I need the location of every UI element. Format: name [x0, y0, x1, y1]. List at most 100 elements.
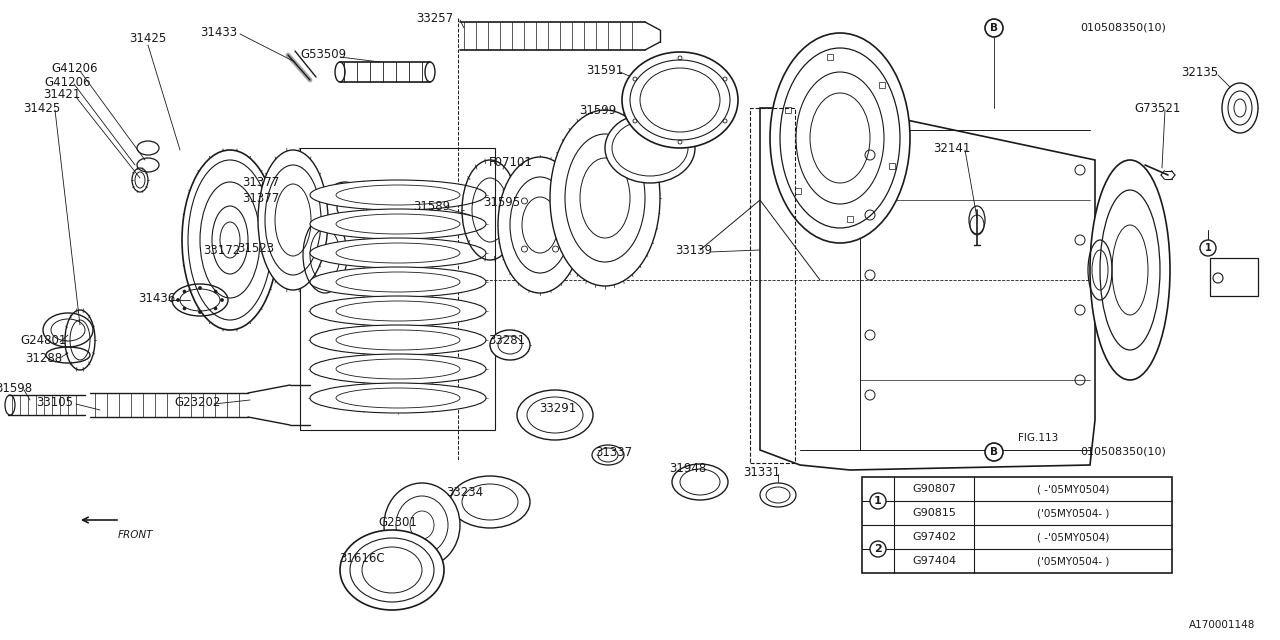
Text: G73521: G73521	[1135, 102, 1181, 115]
Circle shape	[214, 307, 218, 310]
Text: G41206: G41206	[51, 61, 99, 74]
Text: 33281: 33281	[489, 333, 526, 346]
Text: G23202: G23202	[175, 396, 221, 408]
Text: G97402: G97402	[911, 532, 956, 542]
Text: B: B	[989, 447, 998, 457]
Text: 32141: 32141	[933, 141, 970, 154]
Text: 31433: 31433	[201, 26, 238, 38]
Text: 010508350(10): 010508350(10)	[1080, 23, 1166, 33]
Circle shape	[177, 298, 179, 301]
Ellipse shape	[498, 157, 582, 293]
Bar	[861, 477, 1172, 573]
Text: G24801: G24801	[20, 333, 67, 346]
Text: ( -'05MY0504): ( -'05MY0504)	[1037, 484, 1110, 494]
Text: ( -'05MY0504): ( -'05MY0504)	[1037, 532, 1110, 542]
Bar	[827, 54, 833, 60]
Text: 31377: 31377	[242, 177, 279, 189]
Ellipse shape	[182, 150, 278, 330]
Ellipse shape	[771, 33, 910, 243]
Text: 31425: 31425	[23, 102, 60, 115]
Text: 31331: 31331	[744, 465, 781, 479]
Text: 31948: 31948	[669, 461, 707, 474]
Bar	[1210, 258, 1258, 296]
Ellipse shape	[451, 476, 530, 528]
Circle shape	[198, 287, 201, 289]
Circle shape	[1201, 240, 1216, 256]
Text: 010508350(10): 010508350(10)	[1080, 447, 1166, 457]
Circle shape	[870, 493, 886, 509]
Ellipse shape	[591, 445, 625, 465]
Text: 1: 1	[1204, 243, 1211, 253]
Bar	[846, 216, 852, 221]
Circle shape	[220, 298, 224, 301]
Text: 33257: 33257	[416, 12, 453, 24]
Ellipse shape	[310, 296, 486, 326]
Ellipse shape	[760, 483, 796, 507]
Text: 31425: 31425	[129, 31, 166, 45]
Bar	[888, 163, 895, 169]
Ellipse shape	[517, 390, 593, 440]
Circle shape	[870, 541, 886, 557]
Text: 31337: 31337	[595, 445, 632, 458]
Bar	[879, 83, 886, 88]
Text: 31598: 31598	[0, 381, 32, 394]
Ellipse shape	[310, 238, 486, 268]
Ellipse shape	[1091, 160, 1170, 380]
Polygon shape	[300, 148, 495, 430]
Text: 33234: 33234	[447, 486, 484, 499]
Ellipse shape	[490, 330, 530, 360]
Polygon shape	[760, 108, 1094, 470]
Circle shape	[198, 310, 201, 314]
Ellipse shape	[384, 483, 460, 567]
Text: G97404: G97404	[911, 556, 956, 566]
Ellipse shape	[259, 150, 328, 290]
Text: ('05MY0504- ): ('05MY0504- )	[1037, 556, 1110, 566]
Ellipse shape	[550, 110, 660, 286]
Ellipse shape	[310, 354, 486, 384]
Text: FRONT: FRONT	[118, 530, 154, 540]
Text: A170001148: A170001148	[1189, 620, 1256, 630]
Text: 31288: 31288	[26, 351, 63, 365]
Text: FIG.113: FIG.113	[1018, 433, 1059, 443]
Text: 32135: 32135	[1181, 65, 1219, 79]
Text: 31377: 31377	[242, 191, 279, 205]
Ellipse shape	[310, 383, 486, 413]
Text: B: B	[989, 23, 998, 33]
Circle shape	[986, 443, 1004, 461]
Bar	[786, 107, 791, 113]
Text: 33172: 33172	[204, 243, 241, 257]
Text: 33105: 33105	[37, 396, 73, 408]
Text: 33291: 33291	[539, 401, 576, 415]
Text: 2: 2	[874, 544, 882, 554]
Ellipse shape	[672, 464, 728, 500]
Ellipse shape	[310, 180, 486, 210]
Text: 31523: 31523	[237, 241, 275, 255]
Ellipse shape	[310, 267, 486, 297]
Ellipse shape	[340, 530, 444, 610]
Bar	[795, 188, 801, 194]
Text: G90807: G90807	[911, 484, 956, 494]
Bar	[750, 108, 795, 463]
Text: 31436: 31436	[138, 291, 175, 305]
Text: 31616C: 31616C	[339, 552, 385, 564]
Text: 31599: 31599	[580, 104, 617, 116]
Text: G90815: G90815	[913, 508, 956, 518]
Circle shape	[214, 290, 218, 293]
Text: 31595: 31595	[484, 196, 521, 209]
Text: 31591: 31591	[586, 63, 623, 77]
Text: 33139: 33139	[676, 243, 713, 257]
Text: 31589: 31589	[413, 200, 451, 214]
Text: 31421: 31421	[44, 88, 81, 102]
Ellipse shape	[310, 209, 486, 239]
Text: G2301: G2301	[379, 515, 417, 529]
Text: ('05MY0504- ): ('05MY0504- )	[1037, 508, 1110, 518]
Circle shape	[183, 290, 186, 293]
Circle shape	[986, 19, 1004, 37]
Ellipse shape	[310, 325, 486, 355]
Text: 1: 1	[874, 496, 882, 506]
Text: F07101: F07101	[489, 157, 532, 170]
Text: G53509: G53509	[300, 49, 346, 61]
Ellipse shape	[1222, 83, 1258, 133]
Circle shape	[183, 307, 186, 310]
Ellipse shape	[622, 52, 739, 148]
